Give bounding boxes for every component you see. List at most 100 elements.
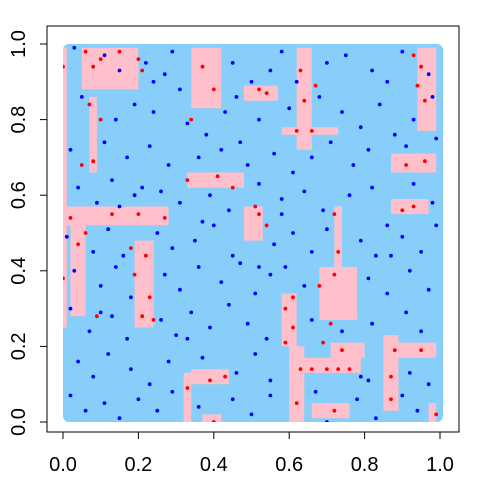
point-class-0-45: [328, 140, 333, 145]
x-tick-label: 0.0: [49, 454, 77, 476]
point-class-0-126: [268, 378, 273, 383]
point-class-1-10: [264, 91, 269, 95]
point-class-1-63: [309, 367, 314, 371]
x-tick-label: 0.2: [124, 454, 152, 476]
point-class-1-21: [294, 129, 299, 133]
point-class-0-82: [400, 234, 405, 239]
point-class-1-9: [257, 87, 261, 92]
point-class-1-60: [392, 348, 397, 353]
point-class-0-122: [166, 359, 171, 364]
point-class-0-31: [392, 132, 397, 137]
point-class-0-19: [132, 102, 137, 107]
point-class-0-54: [159, 189, 163, 194]
point-class-1-31: [411, 204, 416, 209]
point-class-0-69: [106, 227, 111, 232]
point-class-1-52: [283, 340, 288, 345]
point-class-1-32: [257, 212, 261, 217]
point-class-0-105: [125, 336, 129, 341]
point-class-0-91: [196, 265, 201, 269]
point-class-1-65: [336, 367, 341, 371]
point-class-0-106: [159, 318, 163, 322]
point-class-0-74: [211, 223, 216, 228]
highlight-region-4: [70, 221, 86, 317]
highlight-region-0: [63, 47, 67, 328]
point-class-1-13: [302, 98, 307, 103]
point-class-0-60: [302, 189, 307, 194]
point-class-0-23: [223, 110, 228, 114]
point-class-1-53: [147, 295, 152, 300]
highlight-region-23: [183, 372, 192, 422]
point-class-0-147: [140, 185, 145, 190]
point-class-1-62: [298, 367, 303, 371]
class-0-points: [64, 45, 439, 422]
point-class-0-140: [249, 412, 254, 417]
point-class-0-117: [76, 359, 80, 364]
point-class-0-119: [106, 352, 111, 356]
highlight-region-15: [319, 267, 358, 320]
point-class-1-74: [332, 408, 337, 413]
point-class-1-17: [423, 98, 427, 103]
y-tick-label: 0.2: [8, 332, 30, 360]
point-class-1-15: [419, 64, 423, 69]
point-class-0-81: [374, 253, 378, 258]
point-class-0-17: [79, 95, 84, 99]
class-1-points: [63, 49, 439, 422]
point-class-0-108: [189, 310, 194, 315]
point-class-0-65: [411, 182, 416, 186]
point-class-1-22: [309, 129, 314, 133]
point-class-0-138: [196, 405, 201, 409]
point-class-0-46: [351, 163, 356, 167]
point-class-0-24: [238, 140, 243, 145]
point-class-0-131: [68, 393, 73, 398]
point-class-0-67: [64, 234, 69, 239]
point-class-0-155: [117, 204, 122, 209]
point-class-1-75: [434, 412, 439, 417]
highlight-region-20: [330, 342, 365, 358]
point-class-0-12: [343, 53, 348, 58]
point-class-0-62: [347, 193, 352, 198]
point-class-0-32: [411, 117, 416, 122]
point-class-0-22: [204, 132, 209, 137]
point-class-1-72: [211, 420, 216, 422]
point-class-0-16: [426, 72, 431, 77]
point-class-1-46: [336, 250, 341, 254]
point-class-0-152: [340, 329, 344, 334]
point-class-1-2: [91, 64, 96, 69]
point-class-0-111: [245, 321, 250, 326]
highlight-region-13: [391, 199, 429, 215]
point-class-0-59: [279, 197, 284, 201]
point-class-0-4: [162, 72, 167, 77]
point-class-0-29: [358, 125, 363, 130]
point-class-1-68: [389, 397, 393, 402]
point-class-0-120: [129, 367, 133, 371]
point-class-0-25: [257, 117, 261, 122]
point-class-0-3: [144, 61, 148, 65]
point-class-0-40: [219, 147, 224, 152]
point-class-0-79: [325, 227, 329, 232]
point-class-0-84: [434, 223, 439, 228]
y-tick-label: 0.6: [8, 181, 30, 209]
point-class-0-115: [404, 310, 408, 315]
x-tick-label: 0.6: [275, 454, 303, 476]
point-class-1-61: [419, 348, 423, 353]
point-class-1-58: [321, 340, 325, 345]
point-class-1-42: [129, 246, 133, 251]
point-class-1-43: [144, 253, 148, 258]
point-class-1-41: [76, 242, 80, 247]
point-class-1-55: [95, 314, 99, 319]
point-class-0-76: [272, 242, 276, 247]
point-class-0-156: [98, 310, 103, 315]
point-class-0-1: [102, 53, 107, 58]
point-class-0-133: [102, 401, 107, 405]
point-class-0-50: [76, 185, 80, 190]
point-class-0-96: [283, 265, 288, 269]
point-class-0-80: [358, 238, 363, 243]
point-class-0-94: [253, 291, 258, 296]
point-class-1-73: [294, 401, 299, 405]
point-class-1-16: [415, 83, 420, 88]
point-class-0-75: [230, 253, 235, 258]
point-class-0-41: [245, 163, 250, 167]
point-class-0-159: [257, 265, 261, 269]
highlight-region-3: [63, 206, 169, 226]
point-class-0-6: [178, 87, 182, 92]
